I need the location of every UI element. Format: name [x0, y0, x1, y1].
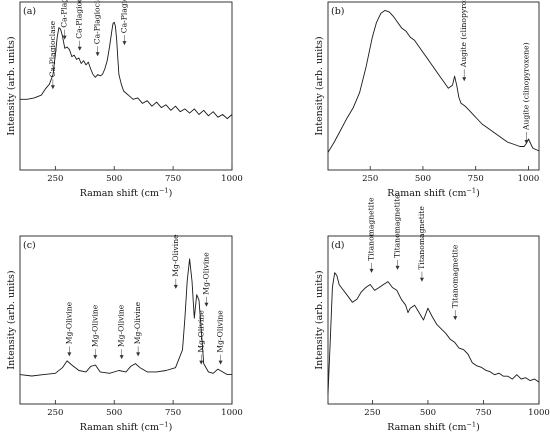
- peak-annotation: Mg-Olivine: [216, 310, 225, 353]
- panel-letter: (c): [23, 240, 36, 251]
- spectrum-line: [19, 258, 232, 377]
- peak-annotation: Titanomagnetite: [450, 244, 459, 308]
- x-tick-label: 1000: [518, 174, 540, 184]
- x-tick-label: 500: [106, 408, 122, 418]
- peak-annotation: Mg-Olivine: [171, 234, 180, 277]
- x-tick-label: 1000: [528, 408, 550, 418]
- annotation-arrowhead: [419, 277, 424, 282]
- x-tick-label: 500: [106, 174, 122, 184]
- plot-frame: [19, 235, 233, 405]
- panel-b: 250 500 750 1000 Raman shift (cm−1) Intensity…: [314, 0, 540, 200]
- x-tick-label: 250: [362, 174, 378, 184]
- x-tick-label: 250: [47, 408, 63, 418]
- annotation-arrowhead: [199, 360, 204, 365]
- annotation-arrowhead: [67, 352, 72, 357]
- panel-letter: (a): [23, 6, 36, 17]
- x-tick-label: 250: [47, 174, 63, 184]
- panel-d: 250 500 750 1000 Raman shift (cm−1) Intensity…: [314, 194, 550, 433]
- annotation-arrowhead: [95, 52, 100, 57]
- x-tick-label: 750: [475, 408, 491, 418]
- panel-a: 250 500 750 1000 Raman shift (cm−1) Intensity…: [6, 0, 243, 199]
- annotation-arrowhead: [50, 85, 55, 90]
- peak-annotation: Ca-Plagioclase: [60, 0, 69, 28]
- peak-annotation: Ca-Plagioclase: [75, 0, 84, 39]
- y-axis-label: Intensity (arb. units): [314, 36, 325, 135]
- y-axis-label: Intensity (arb. units): [6, 36, 17, 135]
- peak-annotation: Titanomagnetite: [367, 197, 376, 261]
- annotation-arrowhead: [462, 77, 467, 82]
- peak-annotation: Titanomagnetite: [393, 194, 402, 258]
- x-tick-label: 750: [165, 408, 181, 418]
- peak-annotation: Titanomagnetite: [417, 206, 426, 270]
- x-tick-label: 1000: [221, 408, 243, 418]
- plot-frame: [19, 1, 233, 171]
- plot-frame: [327, 1, 540, 171]
- peak-annotation: Mg-Olivine: [90, 304, 99, 347]
- annotation-arrowhead: [453, 316, 458, 321]
- y-axis-label: Intensity (arb. units): [6, 270, 17, 369]
- peak-annotation: Mg-Olivine: [64, 301, 73, 344]
- peak-annotation: Ca-Plagioclase: [48, 20, 57, 77]
- x-axis-label: Raman shift (cm−1): [80, 187, 173, 200]
- peak-annotation: Mg-Olivine: [133, 301, 142, 344]
- spectrum-line: [327, 9, 540, 153]
- panel-letter: (b): [331, 6, 345, 17]
- annotation-arrowhead: [173, 284, 178, 289]
- annotation-arrowhead: [204, 302, 209, 307]
- annotation-arrowhead: [136, 352, 141, 357]
- y-axis-label: Intensity (arb. units): [314, 270, 325, 369]
- peak-annotation: Ca-Plagioclase: [93, 0, 102, 44]
- x-axis-label: Raman shift (cm−1): [387, 421, 480, 434]
- plot-frame: [327, 235, 540, 405]
- annotation-arrowhead: [369, 268, 374, 273]
- peak-annotation: Ca-Plagioclase: [120, 0, 129, 33]
- x-tick-label: 500: [415, 174, 431, 184]
- x-tick-label: 750: [165, 174, 181, 184]
- annotation-arrowhead: [395, 265, 400, 270]
- x-axis-label: Raman shift (cm−1): [387, 187, 480, 200]
- panel-letter: (d): [331, 240, 345, 251]
- x-tick-label: 500: [420, 408, 436, 418]
- annotation-arrowhead: [122, 41, 127, 46]
- panel-c: 250 500 750 1000 Raman shift (cm−1) Intensity…: [6, 234, 243, 433]
- peak-annotation: Mg-Olivine: [201, 252, 210, 295]
- x-axis-label: Raman shift (cm−1): [80, 421, 173, 434]
- peak-annotation: Augite (clinopyroxene): [459, 0, 468, 68]
- annotation-arrowhead: [218, 360, 223, 365]
- x-tick-label: 250: [364, 408, 380, 418]
- annotation-arrowhead: [77, 46, 82, 51]
- annotation-arrowhead: [119, 355, 124, 360]
- peak-annotation: Mg-Olivine: [196, 310, 205, 353]
- spectrum-line: [20, 21, 233, 120]
- annotation-arrowhead: [93, 355, 98, 360]
- x-tick-label: 750: [468, 174, 484, 184]
- peak-annotation: Mg-Olivine: [117, 304, 126, 347]
- peak-annotation: Augite (clinopyroxene): [522, 42, 531, 131]
- spectrum-line: [327, 272, 540, 394]
- annotation-arrowhead: [524, 140, 529, 145]
- x-tick-label: 1000: [221, 174, 243, 184]
- annotation-arrowhead: [62, 35, 67, 40]
